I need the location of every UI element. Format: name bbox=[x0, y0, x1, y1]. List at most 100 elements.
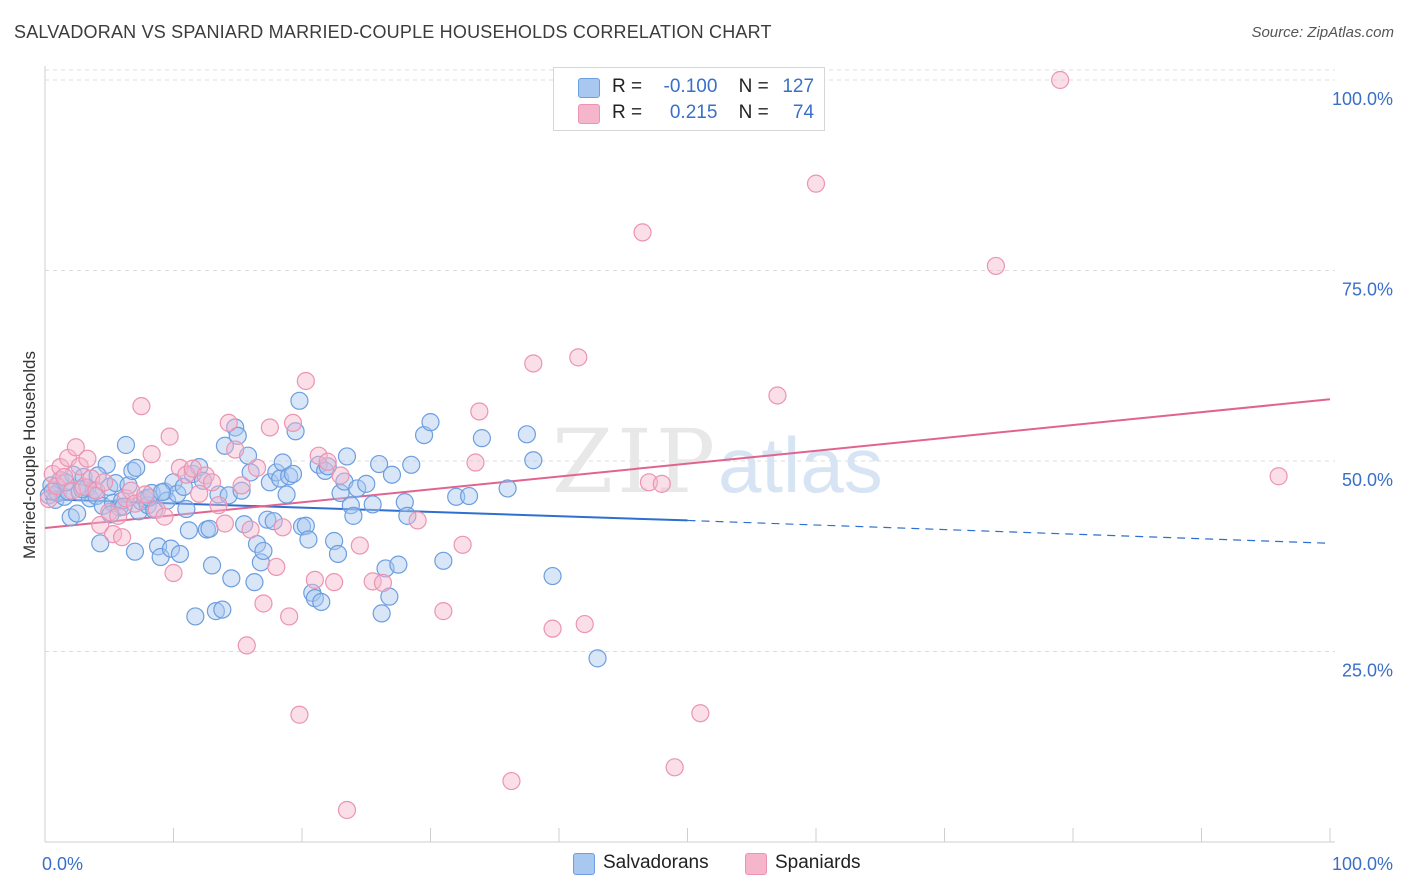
salvadoran-point bbox=[232, 481, 251, 500]
salvadoran-point bbox=[434, 551, 453, 570]
spaniard-point bbox=[273, 518, 292, 537]
y-tick-label: 75.0% bbox=[1342, 280, 1393, 300]
spaniard-point bbox=[51, 457, 70, 477]
salvadoran-point bbox=[447, 487, 466, 506]
spaniard-point bbox=[633, 223, 652, 242]
spaniard-point bbox=[91, 515, 110, 535]
salvadoran-point bbox=[372, 604, 391, 623]
chart-title: SALVADORAN VS SPANIARD MARRIED-COUPLE HO… bbox=[14, 22, 772, 42]
spaniard-point bbox=[241, 520, 260, 539]
spaniard-point bbox=[652, 474, 671, 493]
spaniard-point bbox=[232, 476, 251, 495]
spaniard-point bbox=[470, 402, 489, 421]
salvadoran-point bbox=[177, 499, 196, 519]
spaniard-point bbox=[267, 557, 286, 577]
legend-n-value-salvadorans: 127 bbox=[782, 76, 815, 97]
correlation-legend: R = -0.100 N = 127 R = 0.215 N = 74 bbox=[553, 67, 825, 131]
salvadoran-point bbox=[68, 504, 87, 523]
salvadoran-point bbox=[370, 454, 389, 474]
watermark-zip: ZIP bbox=[552, 410, 719, 513]
spaniard-point bbox=[109, 506, 128, 525]
salvadoran-point bbox=[398, 506, 417, 525]
spaniard-point bbox=[112, 528, 132, 547]
spaniard-point bbox=[95, 473, 114, 492]
spaniard-point bbox=[569, 348, 588, 367]
watermark: ZIP atlas bbox=[552, 410, 883, 513]
salvadoran-point bbox=[170, 544, 190, 564]
spaniard-point bbox=[408, 511, 427, 530]
legend-swatch-spaniards bbox=[578, 104, 600, 124]
salvadoran-point bbox=[283, 464, 303, 484]
x-tick-label-min: 0.0% bbox=[42, 854, 83, 874]
salvadoran-point bbox=[258, 510, 277, 529]
salvadoran-point bbox=[341, 496, 360, 515]
spaniard-point bbox=[136, 485, 155, 504]
salvadoran-point bbox=[337, 447, 357, 466]
salvadoran-point bbox=[254, 541, 273, 561]
bottom-legend-label-salvadorans: Salvadorans bbox=[603, 852, 709, 873]
salvadoran-point bbox=[348, 479, 367, 498]
salvadoran-point bbox=[127, 458, 146, 477]
salvadoran-point bbox=[588, 649, 607, 668]
spaniard-point bbox=[806, 174, 826, 193]
salvadoran-point bbox=[215, 436, 234, 455]
spaniard-point bbox=[283, 413, 303, 432]
legend-r-label: R = bbox=[612, 102, 643, 123]
spaniard-point bbox=[1051, 70, 1070, 90]
spaniard-point bbox=[986, 256, 1006, 276]
salvadoran-point bbox=[125, 542, 145, 561]
spaniard-point bbox=[434, 602, 453, 621]
spaniard-point bbox=[691, 704, 710, 723]
salvadoran-point bbox=[179, 521, 199, 540]
salvadoran-point bbox=[161, 539, 181, 558]
spaniard-point bbox=[350, 536, 369, 555]
labels-layer: 25.0% 50.0% 75.0% 100.0% 0.0% 100.0% Married-c… bbox=[20, 89, 1393, 874]
y-tick-label: 25.0% bbox=[1342, 661, 1393, 681]
y-tick-label: 100.0% bbox=[1332, 89, 1393, 109]
legend-r-label: R = bbox=[612, 76, 643, 97]
spaniard-point bbox=[215, 514, 234, 533]
salvadoran-point bbox=[498, 479, 517, 498]
salvadoran-point bbox=[152, 483, 172, 502]
salvadoran-point bbox=[168, 484, 187, 503]
spaniard-point bbox=[337, 800, 357, 820]
salvadoran-point bbox=[363, 495, 382, 514]
spaniard-point bbox=[325, 573, 344, 592]
salvadoran-point bbox=[328, 544, 348, 564]
spaniard-point bbox=[100, 502, 119, 522]
salvadoran-point bbox=[395, 493, 414, 512]
spaniard-point bbox=[768, 386, 787, 405]
spaniard-point bbox=[160, 427, 179, 446]
salvadoran-point bbox=[213, 600, 232, 619]
spaniard-point bbox=[296, 371, 315, 391]
salvadoran-point bbox=[290, 391, 309, 410]
salvadoran-point bbox=[344, 506, 363, 525]
salvadoran-point bbox=[402, 455, 421, 474]
spaniard-point bbox=[209, 496, 228, 515]
spaniard-point bbox=[62, 481, 82, 500]
spaniard-point bbox=[237, 636, 256, 655]
salvadoran-point bbox=[202, 556, 222, 575]
spaniard-trend-line bbox=[44, 398, 1331, 530]
spaniard-point bbox=[78, 449, 97, 468]
legend-swatch-salvadorans bbox=[578, 78, 600, 98]
grid-layer bbox=[45, 69, 1335, 652]
legend-n-label: N = bbox=[738, 102, 769, 123]
spaniard-point bbox=[665, 758, 684, 777]
salvadoran-point bbox=[299, 530, 318, 549]
spaniard-point bbox=[502, 771, 521, 791]
spaniard-point bbox=[147, 500, 166, 519]
spaniard-point bbox=[132, 397, 151, 416]
spaniard-point bbox=[196, 466, 215, 485]
spaniard-point bbox=[309, 446, 328, 465]
spaniard-point bbox=[164, 563, 183, 583]
spaniard-point bbox=[1269, 467, 1288, 486]
y-axis-label: Married-couple Households bbox=[20, 351, 39, 559]
legend-n-value-spaniards: 74 bbox=[792, 102, 815, 123]
spaniard-point bbox=[543, 619, 562, 638]
salvadoran-trend-extension bbox=[687, 519, 1331, 544]
salvadoran-point bbox=[357, 474, 376, 493]
salvadoran-point bbox=[472, 429, 491, 448]
legend-r-value-salvadorans: -0.100 bbox=[663, 76, 718, 97]
